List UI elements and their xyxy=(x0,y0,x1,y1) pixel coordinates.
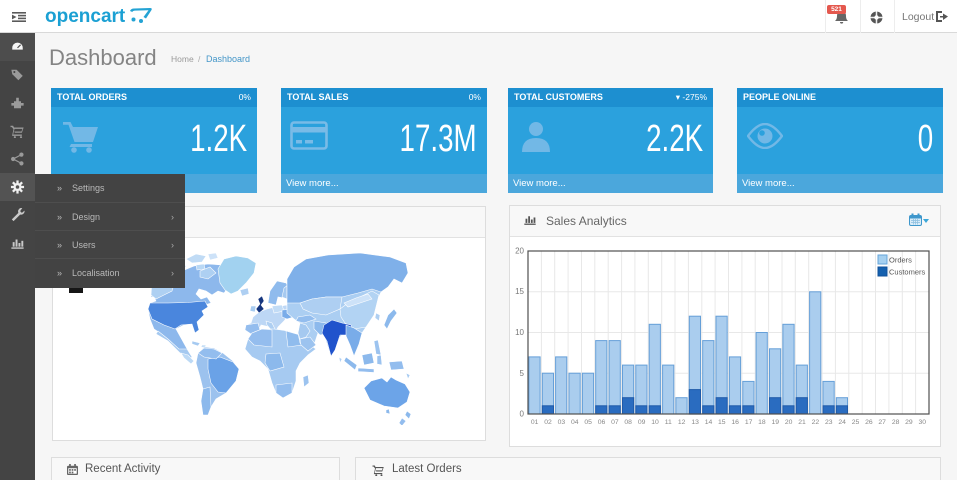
svg-text:20: 20 xyxy=(515,247,524,256)
svg-text:08: 08 xyxy=(624,419,632,426)
svg-text:10: 10 xyxy=(651,419,659,426)
svg-text:13: 13 xyxy=(691,419,699,426)
svg-text:24: 24 xyxy=(838,419,846,426)
svg-text:29: 29 xyxy=(905,419,913,426)
svg-text:26: 26 xyxy=(865,419,873,426)
svg-text:02: 02 xyxy=(544,419,552,426)
svg-text:22: 22 xyxy=(812,419,820,426)
svg-text:19: 19 xyxy=(772,419,780,426)
svg-text:15: 15 xyxy=(718,419,726,426)
svg-text:06: 06 xyxy=(598,419,606,426)
svg-text:04: 04 xyxy=(571,419,579,426)
svg-text:Orders: Orders xyxy=(889,256,912,265)
svg-text:25: 25 xyxy=(852,419,860,426)
svg-text:Customers: Customers xyxy=(889,268,926,277)
svg-text:05: 05 xyxy=(584,419,592,426)
svg-text:15: 15 xyxy=(515,287,524,296)
svg-text:07: 07 xyxy=(611,419,619,426)
svg-text:12: 12 xyxy=(678,419,686,426)
svg-text:18: 18 xyxy=(758,419,766,426)
svg-text:23: 23 xyxy=(825,419,833,426)
svg-text:14: 14 xyxy=(705,419,713,426)
svg-text:21: 21 xyxy=(798,419,806,426)
svg-text:20: 20 xyxy=(785,419,793,426)
svg-text:09: 09 xyxy=(638,419,646,426)
svg-text:11: 11 xyxy=(665,419,672,426)
svg-text:17: 17 xyxy=(745,419,753,426)
svg-text:30: 30 xyxy=(919,419,927,426)
svg-text:01: 01 xyxy=(531,419,539,426)
svg-text:28: 28 xyxy=(892,419,900,426)
svg-text:16: 16 xyxy=(731,419,739,426)
svg-text:27: 27 xyxy=(878,419,886,426)
svg-text:10: 10 xyxy=(515,328,524,337)
svg-text:03: 03 xyxy=(558,419,566,426)
svg-text:0: 0 xyxy=(520,410,525,419)
svg-text:5: 5 xyxy=(520,369,525,378)
